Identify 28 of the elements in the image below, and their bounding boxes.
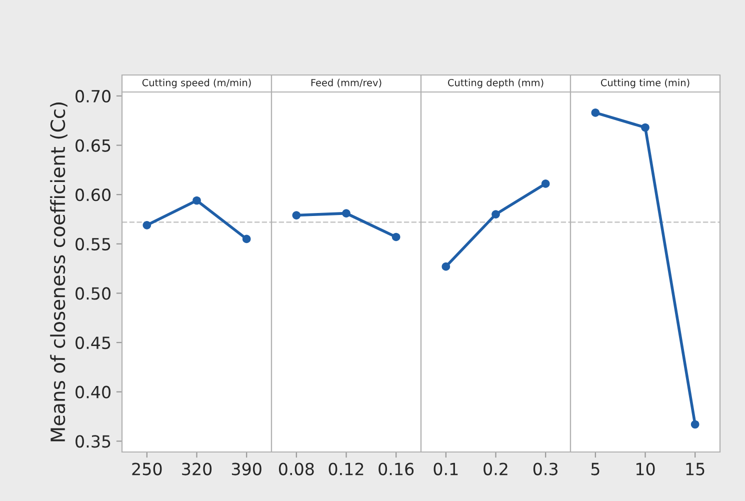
x-tick-label: 0.3 <box>533 462 558 476</box>
chart-title: Cutting time (min) <box>600 78 690 88</box>
y-tick-label: 0.60 <box>76 188 110 202</box>
x-tick-label: 5 <box>591 462 600 476</box>
x-tick-label: 0.08 <box>278 462 314 476</box>
x-tick-label: 10 <box>636 462 655 476</box>
y-tick-label: 0.35 <box>76 435 110 448</box>
x-tick-label: 0.1 <box>434 462 458 476</box>
point <box>192 196 201 205</box>
x-tick-label: 320 <box>182 462 212 476</box>
chart-title: Cutting speed (m/min) <box>142 78 251 88</box>
point <box>142 220 152 230</box>
y-tick-label: 0.70 <box>76 90 110 103</box>
y-tick-label: 0.65 <box>76 139 110 152</box>
x-tick-label: 15 <box>686 462 704 476</box>
y-tick-label: 0.55 <box>76 238 110 250</box>
x-tick-label: 390 <box>232 462 262 476</box>
y-tick-label: 0.50 <box>76 287 110 300</box>
x-tick-label: 0.16 <box>378 462 414 476</box>
x-tick-label: 250 <box>132 462 162 476</box>
y-tick-label: 0.40 <box>76 386 110 398</box>
x-tick-label: 0.12 <box>328 462 364 476</box>
chart-title: Feed (mm/rev) <box>311 78 382 88</box>
point <box>242 234 251 244</box>
chart-title: Cutting depth (mm) <box>448 78 544 88</box>
x-tick-label: 0.2 <box>484 462 508 476</box>
y-axis-title: Means of closeness coefficient (Cc) <box>50 102 68 442</box>
y-tick-label: 0.45 <box>76 336 110 350</box>
